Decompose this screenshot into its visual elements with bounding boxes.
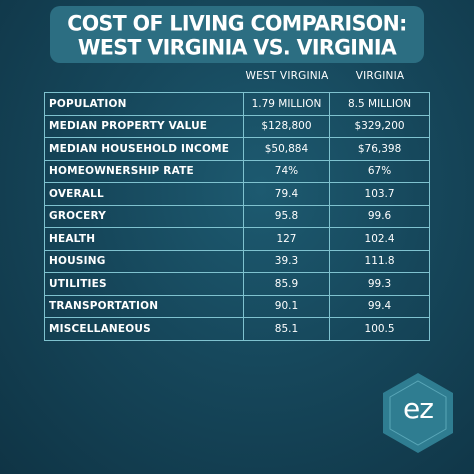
virginia-value: 103.7 — [329, 182, 430, 206]
row-label: TRANSPORTATION — [44, 294, 244, 318]
row-label: GROCERY — [44, 204, 244, 228]
row-label: HOUSING — [44, 249, 244, 273]
virginia-value: 102.4 — [329, 227, 430, 251]
west-virginia-value: 85.9 — [242, 272, 331, 296]
row-label: OVERALL — [44, 182, 244, 206]
west-virginia-value: 95.8 — [242, 204, 331, 228]
virginia-value: 99.3 — [329, 272, 430, 296]
virginia-value: $329,200 — [329, 114, 430, 138]
west-virginia-value: 39.3 — [242, 249, 331, 273]
virginia-value: 111.8 — [329, 249, 430, 273]
west-virginia-value: $128,800 — [242, 114, 331, 138]
west-virginia-value: 127 — [242, 227, 331, 251]
virginia-value: 8.5 MILLION — [329, 92, 430, 116]
west-virginia-value: 74% — [242, 159, 331, 183]
row-label: MEDIAN PROPERTY VALUE — [44, 114, 244, 138]
west-virginia-value: 90.1 — [242, 294, 331, 318]
title-line-2: WEST VIRGINIA VS. VIRGINIA — [77, 33, 397, 60]
table-row: MISCELLANEOUS 85.1 100.5 — [44, 317, 430, 341]
west-virginia-value: 85.1 — [242, 317, 331, 341]
logo-text: ez — [403, 392, 434, 425]
table-row: MEDIAN PROPERTY VALUE $128,800 $329,200 — [44, 114, 430, 138]
row-label: MISCELLANEOUS — [44, 317, 244, 341]
row-label: UTILITIES — [44, 272, 244, 296]
table-row: HOUSING 39.3 111.8 — [44, 249, 430, 273]
row-label: HOMEOWNERSHIP RATE — [44, 159, 244, 183]
hexagon-logo-icon — [383, 373, 453, 453]
west-virginia-value: $50,884 — [242, 137, 331, 161]
table-row: UTILITIES 85.9 99.3 — [44, 272, 430, 296]
virginia-value: $76,398 — [329, 137, 430, 161]
table-row: POPULATION 1.79 MILLION 8.5 MILLION — [44, 92, 430, 116]
table-row: OVERALL 79.4 103.7 — [44, 182, 430, 206]
virginia-value: 99.4 — [329, 294, 430, 318]
row-label: MEDIAN HOUSEHOLD INCOME — [44, 137, 244, 161]
row-label: POPULATION — [44, 92, 244, 116]
table-row: TRANSPORTATION 90.1 99.4 — [44, 294, 430, 318]
virginia-value: 67% — [329, 159, 430, 183]
comparison-table: POPULATION 1.79 MILLION 8.5 MILLION MEDI… — [44, 92, 430, 341]
row-label: HEALTH — [44, 227, 244, 251]
column-header-virginia: VIRGINIA — [355, 70, 405, 82]
west-virginia-value: 79.4 — [242, 182, 331, 206]
table-row: MEDIAN HOUSEHOLD INCOME $50,884 $76,398 — [44, 137, 430, 161]
virginia-value: 100.5 — [329, 317, 430, 341]
table-row: HEALTH 127 102.4 — [44, 227, 430, 251]
west-virginia-value: 1.79 MILLION — [242, 92, 331, 116]
virginia-value: 99.6 — [329, 204, 430, 228]
table-row: HOMEOWNERSHIP RATE 74% 67% — [44, 159, 430, 183]
column-header-west-virginia: WEST VIRGINIA — [245, 70, 329, 82]
table-row: GROCERY 95.8 99.6 — [44, 204, 430, 228]
title-banner: COST OF LIVING COMPARISON: WEST VIRGINIA… — [50, 6, 424, 63]
title-line-1: COST OF LIVING COMPARISON: — [67, 9, 407, 36]
